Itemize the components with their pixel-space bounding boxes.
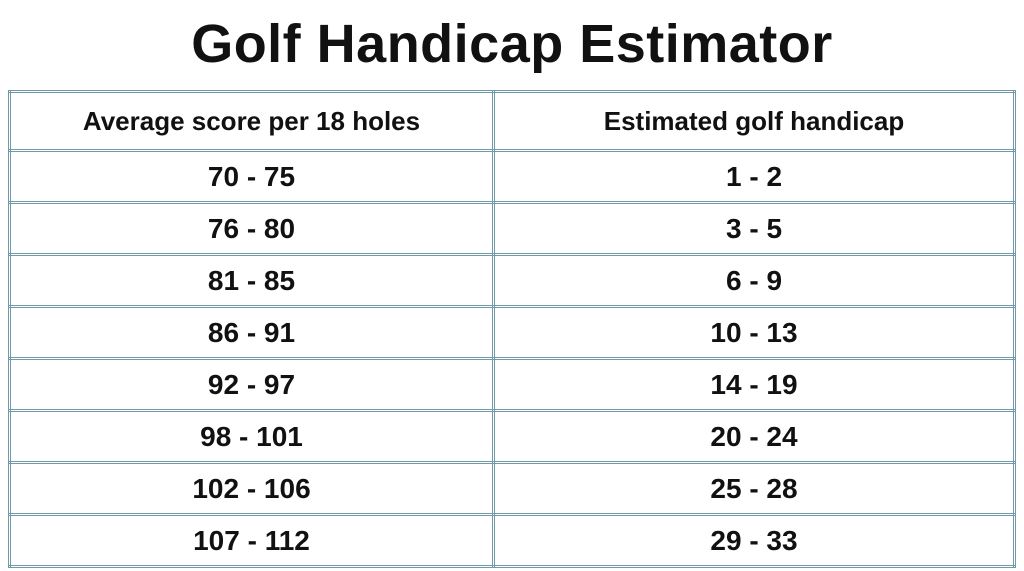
table-row: 102 - 106 25 - 28 [8, 461, 1016, 516]
table-cell: 81 - 85 [8, 253, 495, 308]
table-cell: 6 - 9 [492, 253, 1016, 308]
table-cell: 14 - 19 [492, 357, 1016, 412]
table-cell: 102 - 106 [8, 461, 495, 516]
table-row: 81 - 85 6 - 9 [8, 253, 1016, 308]
table-cell: 10 - 13 [492, 305, 1016, 360]
header-cell: Average score per 18 holes [8, 90, 495, 152]
handicap-table: Average score per 18 holes Estimated golf… [8, 90, 1016, 568]
header-row: Average score per 18 holes Estimated golf… [8, 90, 1016, 152]
header-cell: Estimated golf handicap [492, 90, 1016, 152]
table-cell: 3 - 5 [492, 201, 1016, 256]
table-row: 98 - 101 20 - 24 [8, 409, 1016, 464]
table-cell: 76 - 80 [8, 201, 495, 256]
table-row: 86 - 91 10 - 13 [8, 305, 1016, 360]
table-cell: 70 - 75 [8, 149, 495, 204]
table-cell: 86 - 91 [8, 305, 495, 360]
table-row: 92 - 97 14 - 19 [8, 357, 1016, 412]
table-cell: 98 - 101 [8, 409, 495, 464]
table-cell: 107 - 112 [8, 513, 495, 568]
table-body: 70 - 75 1 - 2 76 - 80 3 - 5 81 - 85 6 - 9 86 -… [8, 149, 1016, 568]
table-row: 70 - 75 1 - 2 [8, 149, 1016, 204]
table-cell: 20 - 24 [492, 409, 1016, 464]
table-cell: 92 - 97 [8, 357, 495, 412]
title: Golf Handicap Estimator [191, 14, 833, 74]
table-cell: 1 - 2 [492, 149, 1016, 204]
table-cell: 25 - 28 [492, 461, 1016, 516]
table-cell: 29 - 33 [492, 513, 1016, 568]
table-row: 76 - 80 3 - 5 [8, 201, 1016, 256]
table-row: 107 - 112 29 - 33 [8, 513, 1016, 568]
